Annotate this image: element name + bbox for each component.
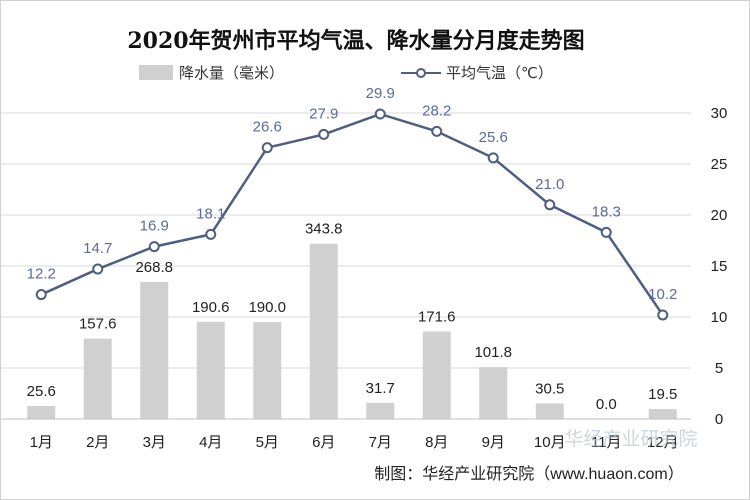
bar-label-12: 19.5: [648, 386, 677, 403]
y-right-tick: 0: [715, 411, 723, 428]
bar-1: [27, 405, 56, 419]
line-label-4: 18.1: [196, 205, 225, 222]
line-label-11: 18.3: [592, 203, 621, 220]
y-right-tick: 15: [711, 258, 728, 275]
y-right-tick: 20: [711, 207, 728, 224]
x-tick-1: 1月: [30, 434, 53, 451]
bar-series: [27, 243, 677, 419]
bar-label-2: 157.6: [79, 316, 117, 333]
line-label-10: 21.0: [535, 176, 564, 193]
source-note: 制图：华经产业研究院（www.huaon.com）: [374, 465, 683, 483]
legend-bar-label: 降水量（毫米）: [179, 64, 284, 82]
legend-line-label: 平均气温（℃）: [446, 65, 553, 82]
line-marker-4: [205, 228, 217, 240]
line-marker-10: [544, 199, 556, 211]
y-right-tick: 30: [711, 105, 728, 122]
x-tick-7: 7月: [369, 434, 392, 451]
bar-label-7: 31.7: [366, 380, 395, 397]
bar-2: [83, 338, 112, 419]
bar-5: [253, 322, 282, 419]
x-tick-3: 3月: [143, 434, 166, 451]
line-markers: [35, 108, 669, 321]
bar-4: [196, 321, 225, 419]
x-tick-11: 11月: [591, 434, 622, 451]
line-marker-12: [657, 309, 669, 321]
line-marker-2: [92, 263, 104, 275]
legend: 降水量（毫米） 平均气温（℃）: [139, 64, 553, 82]
bar-10: [535, 403, 564, 419]
line-label-3: 16.9: [140, 218, 169, 235]
x-tick-8: 8月: [425, 434, 448, 451]
y-right-tick: 25: [711, 156, 728, 173]
gridlines: [1, 112, 691, 369]
x-tick-9: 9月: [482, 434, 505, 451]
line-marker-7: [374, 108, 386, 120]
x-tick-12: 12月: [647, 434, 679, 451]
line-label-9: 25.6: [479, 129, 508, 146]
line-marker-6: [318, 128, 330, 140]
bar-label-11: 0.0: [596, 396, 617, 413]
line-marker-5: [261, 142, 273, 154]
line-marker-11: [600, 226, 612, 238]
y-right-axis-ticks: 0 5 10 15 20 25 30: [711, 105, 728, 428]
line-labels: 12.2 14.7 16.9 18.1 26.6 27.9 29.9 28.2 25.6 21.0…: [27, 85, 678, 303]
chart-title: 2020年贺州市平均气温、降水量分月度走势图: [127, 28, 584, 54]
bar-labels: 25.6 157.6 268.8 190.6 190.0 343.8 31.7 171.6 10…: [27, 221, 678, 413]
line-label-6: 27.9: [309, 105, 338, 122]
temperature-line: [40, 112, 664, 316]
bar-label-4: 190.6: [192, 299, 230, 316]
line-label-2: 14.7: [83, 240, 112, 257]
x-tick-4: 4月: [199, 434, 222, 451]
bar-label-1: 25.6: [27, 383, 56, 400]
line-marker-3: [148, 241, 160, 253]
legend-line-marker: [416, 68, 426, 78]
bar-label-6: 343.8: [305, 221, 343, 238]
line-marker-8: [431, 125, 443, 137]
watermark-text: 华经产业研究院: [564, 428, 697, 450]
x-tick-2: 2月: [86, 434, 109, 451]
y-right-tick: 10: [711, 309, 728, 326]
legend-bar-swatch: [139, 65, 173, 80]
bar-label-9: 101.8: [474, 344, 512, 361]
x-axis-ticks: 1月 2月 3月 4月 5月 6月 7月 8月 9月 10月 11月 12月: [30, 434, 679, 451]
bar-12: [648, 409, 677, 419]
line-label-12: 10.2: [648, 286, 677, 303]
x-tick-5: 5月: [256, 434, 279, 451]
line-marker-9: [487, 152, 499, 164]
x-tick-6: 6月: [312, 434, 335, 451]
bar-label-3: 268.8: [135, 259, 173, 276]
bar-3: [140, 281, 169, 419]
line-label-7: 29.9: [366, 85, 395, 102]
line-label-8: 28.2: [422, 102, 451, 119]
line-marker-1: [35, 289, 47, 301]
bar-label-10: 30.5: [535, 380, 564, 397]
bar-label-5: 190.0: [248, 299, 286, 316]
line-label-1: 12.2: [27, 266, 56, 283]
bar-7: [366, 402, 395, 419]
x-tick-10: 10月: [534, 434, 566, 451]
y-right-tick: 5: [715, 360, 723, 377]
bar-label-8: 171.6: [418, 308, 456, 325]
bar-6: [309, 243, 338, 419]
bar-8: [422, 331, 451, 419]
bar-9: [479, 367, 508, 419]
line-label-5: 26.6: [253, 119, 282, 136]
